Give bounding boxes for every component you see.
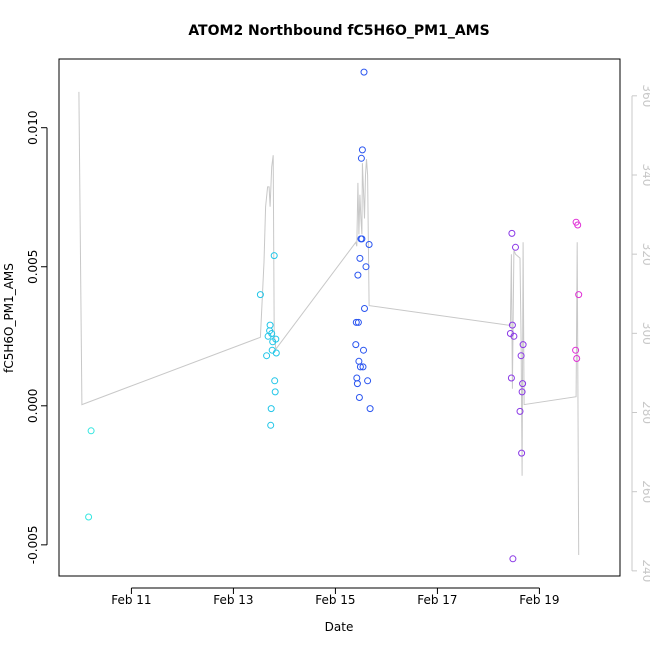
x-tick-label: Feb 17 [417,593,457,607]
right-axis-series-line [78,91,580,556]
right-y-tick-label: 280 [640,401,650,424]
chart-title: ATOM2 Northbound fC5H6O_PM1_AMS [188,23,489,39]
data-point [518,449,526,457]
x-tick-label: Feb 19 [519,593,559,607]
data-point [256,291,264,299]
data-point [85,513,93,521]
data-point [354,318,362,326]
data-point [360,346,367,354]
data-point [365,241,373,248]
data-point [509,555,517,563]
data-point [270,252,278,260]
right-y-tick-label: 300 [640,322,650,345]
data-point [272,349,280,357]
right-y-tick-label: 240 [640,559,650,582]
x-axis: Feb 11 Feb 13 Feb 15 Feb 17 Feb 19 [111,587,560,607]
data-point [358,146,366,154]
data-point [353,380,361,388]
data-point [267,405,275,413]
data-point [361,305,368,312]
data-point [516,407,524,415]
data-point [358,235,366,243]
data-point [357,154,365,162]
data-point [510,332,518,340]
x-tick-label: Feb 11 [111,593,151,607]
data-point [362,263,370,271]
data-point [267,421,275,429]
right-y-axis: 240 260 280 300 320 340 360 [631,84,650,582]
data-point [263,352,271,360]
data-point [518,388,526,396]
data-point [352,318,360,326]
data-point [87,427,95,435]
data-point [512,243,519,251]
right-y-tick-label: 260 [640,480,650,503]
data-point [519,380,527,388]
data-point [574,221,582,229]
plot-frame [58,58,621,577]
y-tick-label: 0.000 [26,389,40,423]
data-point [266,321,274,329]
right-y-tick-label: 360 [640,84,650,107]
y-axis-label: fC5H6O_PM1_AMS [2,263,16,373]
data-point [508,321,516,329]
data-point [356,254,364,262]
data-point [366,405,374,413]
x-axis-label: Date [325,620,354,634]
right-axis-line-layer [78,91,580,556]
data-point [268,330,276,337]
right-y-tick-label: 340 [640,164,650,187]
data-point [519,341,527,349]
data-point [508,229,516,237]
data-point [356,363,364,371]
x-tick-label: Feb 13 [213,593,253,607]
data-point [575,291,583,299]
data-point [272,335,280,343]
data-point [364,377,372,385]
data-point [360,68,368,76]
data-point [354,271,362,279]
y-axis: -0.005 0.000 0.005 0.010 [26,111,48,565]
data-point [355,394,363,401]
y-tick-label: -0.005 [26,526,40,565]
data-point [359,363,367,371]
data-point [573,355,581,362]
data-point [572,346,580,354]
x-tick-label: Feb 15 [315,593,355,607]
right-y-tick-label: 320 [640,243,650,266]
y-tick-label: 0.010 [26,111,40,145]
data-points-layer [85,68,583,563]
data-point [271,388,279,396]
data-point [507,374,515,382]
data-point [352,341,360,349]
y-tick-label: 0.005 [26,250,40,284]
data-point [517,352,525,360]
data-point [271,377,279,385]
